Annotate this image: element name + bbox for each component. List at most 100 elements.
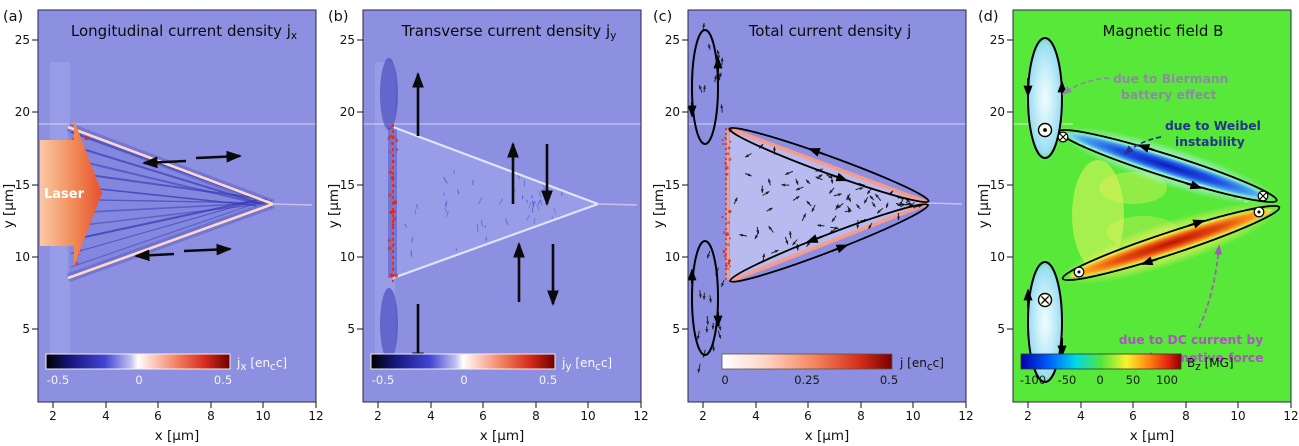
svg-text:8: 8 xyxy=(532,409,540,423)
colorbar-label-a: jx [encc] xyxy=(236,356,287,373)
svg-text:6: 6 xyxy=(804,409,812,423)
current-cone xyxy=(66,122,313,283)
svg-text:2: 2 xyxy=(1024,409,1032,423)
svg-text:4: 4 xyxy=(102,409,110,423)
colorbar-c: 0 0.25 0.5 j [encc] xyxy=(721,353,944,387)
yellow-field-blob xyxy=(1072,160,1124,270)
svg-text:12: 12 xyxy=(633,409,648,423)
svg-text:8: 8 xyxy=(207,409,215,423)
colorbar-label-c: j [encc] xyxy=(899,356,944,373)
y-axis-label: y [μm] xyxy=(651,184,667,229)
svg-text:4: 4 xyxy=(752,409,760,423)
svg-text:6: 6 xyxy=(154,409,162,423)
y-tick-labels: 25 20 15 10 5 xyxy=(990,33,1005,336)
svg-text:25: 25 xyxy=(340,33,355,47)
x-axis-label: x [μm] xyxy=(480,428,525,444)
y-axis-label: y [μm] xyxy=(326,184,342,229)
cb-tick: 0 xyxy=(1096,373,1103,387)
svg-text:5: 5 xyxy=(997,322,1005,336)
panel-label-b: (b) xyxy=(328,9,349,25)
negative-bz-filament xyxy=(1057,126,1279,206)
svg-text:10: 10 xyxy=(1230,409,1245,423)
b-out-of-page-symbol xyxy=(1253,206,1265,218)
panel-label-c: (c) xyxy=(653,9,672,25)
x-tick-labels: 2 4 6 8 10 12 xyxy=(49,409,323,423)
svg-text:10: 10 xyxy=(665,250,680,264)
b-out-of-page-symbol xyxy=(1073,266,1085,278)
positive-bz-filament xyxy=(1060,201,1282,285)
svg-text:due to Weibel: due to Weibel xyxy=(1165,119,1261,133)
svg-text:20: 20 xyxy=(665,105,680,119)
svg-text:8: 8 xyxy=(857,409,865,423)
colorbar-b: -0.5 0 0.5 jy [encc] xyxy=(370,353,612,387)
panel-title-b: Transverse current density jy xyxy=(401,22,617,42)
b-into-page-symbol xyxy=(1037,292,1053,308)
svg-text:15: 15 xyxy=(340,178,355,192)
annotation-biermann: due to Biermann battery effect xyxy=(1061,72,1228,102)
colorbar-label-b: jy [encc] xyxy=(561,356,612,373)
cb-tick: 50 xyxy=(1126,373,1141,387)
svg-text:4: 4 xyxy=(1077,409,1085,423)
svg-text:10: 10 xyxy=(15,250,30,264)
axis-ticks xyxy=(32,39,317,408)
laser-arrow: Laser xyxy=(40,120,102,266)
x-tick-labels: 2 4 6 8 10 12 xyxy=(374,409,648,423)
b-into-page-symbol xyxy=(1057,131,1069,143)
svg-text:12: 12 xyxy=(958,409,973,423)
colorbar-d: -100 -50 0 50 100 Bz [MG] xyxy=(1020,353,1234,387)
panel-label-d: (d) xyxy=(978,9,999,25)
plot-border xyxy=(687,9,967,403)
svg-text:15: 15 xyxy=(990,178,1005,192)
cb-tick: 0.5 xyxy=(880,373,898,387)
colorbar-label-d: Bz [MG] xyxy=(1187,356,1234,373)
mottled-currents xyxy=(404,170,563,257)
upper-edge-current-loop xyxy=(728,126,930,204)
svg-text:5: 5 xyxy=(347,322,355,336)
cb-tick: -0.5 xyxy=(47,373,69,387)
b-into-page-symbol xyxy=(1257,190,1269,202)
svg-text:10: 10 xyxy=(905,409,920,423)
lower-edge-current-loop xyxy=(729,203,929,283)
colorbar-a: -0.5 0 0.5 jx [encc] xyxy=(45,353,287,387)
cb-tick: -50 xyxy=(1058,373,1077,387)
plot-area-d: due to Biermann battery effect due to We… xyxy=(1013,10,1291,402)
x-axis-label: x [μm] xyxy=(155,428,200,444)
svg-text:6: 6 xyxy=(1129,409,1137,423)
cb-tick: 0 xyxy=(135,373,142,387)
y-tick-labels: 25 20 15 10 5 xyxy=(340,33,355,336)
svg-text:8: 8 xyxy=(1182,409,1190,423)
svg-text:instability: instability xyxy=(1175,135,1245,149)
svg-text:20: 20 xyxy=(990,105,1005,119)
plot-area-a: Laser -0.5 0 0.5 jx [encc] Longitudinal … xyxy=(38,10,316,402)
svg-text:10: 10 xyxy=(990,250,1005,264)
cb-tick: 0.25 xyxy=(794,373,820,387)
panel-title-d: Magnetic field B xyxy=(1103,22,1224,40)
plot-area-c: 0 0.25 0.5 j [encc] Total current densit… xyxy=(688,10,966,402)
svg-text:12: 12 xyxy=(308,409,323,423)
current-cone xyxy=(726,127,963,283)
svg-text:12: 12 xyxy=(1283,409,1298,423)
svg-text:15: 15 xyxy=(15,178,30,192)
svg-text:10: 10 xyxy=(340,250,355,264)
x-axis-label: x [μm] xyxy=(1130,428,1175,444)
svg-text:2: 2 xyxy=(699,409,707,423)
axis-ticks xyxy=(1007,39,1292,408)
x-tick-labels: 2 4 6 8 10 12 xyxy=(699,409,973,423)
biermann-field-oval-top xyxy=(1023,34,1067,162)
svg-text:25: 25 xyxy=(990,33,1005,47)
y-axis-label: y [μm] xyxy=(976,184,992,229)
panel-title-c: Total current density j xyxy=(748,22,912,40)
x-tick-labels: 2 4 6 8 10 12 xyxy=(1024,409,1298,423)
svg-text:due to DC current by: due to DC current by xyxy=(1119,333,1264,347)
target-front-speckles xyxy=(387,126,399,278)
annotation-weibel: due to Weibel instability xyxy=(1123,119,1261,156)
laser-label: Laser xyxy=(44,187,85,202)
panel-a: (a) Laser xyxy=(1,9,324,444)
target-front-speckles xyxy=(721,128,733,270)
axis-ticks xyxy=(357,39,642,408)
plot-border xyxy=(362,9,642,403)
y-tick-labels: 25 20 15 10 5 xyxy=(665,33,680,336)
cb-tick: 100 xyxy=(1156,373,1178,387)
svg-text:25: 25 xyxy=(15,33,30,47)
